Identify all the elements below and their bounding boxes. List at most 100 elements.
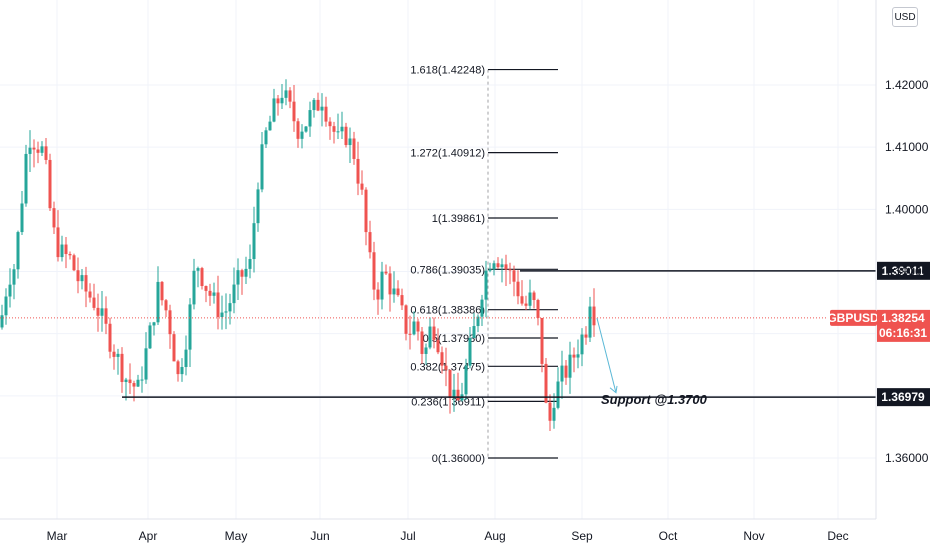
candle (332, 121, 336, 144)
level-price-label: 1.39011 (882, 264, 925, 278)
candle (296, 118, 300, 148)
candle (316, 92, 320, 112)
projection-arrow-line[interactable] (596, 318, 617, 393)
candle-body (148, 325, 152, 349)
candle-body (456, 389, 460, 401)
candle (420, 326, 424, 364)
candle (116, 348, 120, 375)
candle-body (316, 99, 320, 111)
candle-body (212, 292, 216, 296)
fibonacci-extension[interactable]: 1.618(1.42248) 1.272(1.40912) 1(1.39861) 0.… (410, 65, 558, 465)
candle (452, 373, 456, 412)
candle-body (52, 208, 56, 228)
candle (384, 264, 388, 276)
candle (144, 332, 148, 384)
candle (308, 101, 312, 137)
candle-body (376, 289, 380, 300)
candle-body (0, 315, 4, 328)
candle-body (404, 305, 408, 334)
candle (96, 293, 100, 332)
candle (348, 127, 352, 164)
candle (412, 311, 416, 336)
candle (424, 343, 428, 365)
candle (220, 295, 224, 330)
candle-body (500, 264, 504, 268)
candle-body (32, 147, 36, 150)
candle-body (576, 354, 580, 358)
candle (168, 304, 172, 349)
candle-body (548, 402, 552, 421)
candle (160, 280, 164, 306)
candle (52, 201, 56, 234)
fib-level-label: 0.5(1.37930) (423, 333, 485, 345)
candle-body (416, 321, 420, 332)
candle-body (464, 365, 468, 395)
candle (40, 141, 44, 157)
candle (44, 138, 48, 165)
candle-body (68, 254, 72, 256)
x-tick-label: Aug (484, 529, 505, 543)
annotations[interactable]: Support @1.3700 (596, 318, 708, 407)
candle (80, 269, 84, 290)
candle (396, 280, 400, 297)
candle-body (192, 270, 196, 305)
fib-level-label: 0.786(1.39035) (410, 264, 485, 276)
candle-body (224, 311, 228, 313)
candle-body (24, 153, 28, 204)
candle (312, 97, 316, 118)
candle-body (408, 333, 412, 335)
x-tick-label: Jul (400, 529, 415, 543)
candle (188, 298, 192, 367)
candle-body (496, 263, 500, 268)
candle-body (428, 326, 432, 348)
candle-body (384, 271, 388, 274)
candle (268, 115, 272, 131)
candle-body (16, 232, 20, 270)
candle-body (216, 292, 220, 317)
candle-body (84, 275, 88, 292)
candle (388, 266, 392, 312)
candle-body (352, 138, 356, 159)
candle (48, 153, 52, 212)
candle-body (144, 348, 148, 380)
candle (108, 317, 112, 359)
candle (20, 190, 24, 236)
candle-body (372, 252, 376, 290)
candle-body (56, 227, 60, 258)
candle-body (8, 284, 12, 297)
candle-body (536, 300, 540, 318)
candle-body (324, 106, 328, 122)
fib-level-label: 0.236(1.36911) (411, 396, 485, 408)
candle (184, 335, 188, 376)
candle (212, 282, 216, 304)
candle (192, 258, 196, 310)
candle (216, 275, 220, 330)
candle-body (400, 295, 404, 306)
fib-level-label: 0(1.36000) (432, 453, 485, 465)
last-price-label: 1.38254 (881, 311, 925, 325)
candle-body (340, 126, 344, 132)
candle-body (392, 288, 396, 295)
candle-body (20, 203, 24, 233)
candles (0, 79, 596, 432)
support-annotation[interactable]: Support @1.3700 (601, 392, 708, 407)
candle (548, 394, 552, 432)
horizontal-levels[interactable]: 1.39011 1.36979 (0, 261, 930, 407)
candle (56, 210, 60, 262)
candle (100, 291, 104, 332)
candle-body (280, 97, 284, 104)
currency-badge[interactable]: USD (892, 7, 918, 27)
candle (232, 267, 236, 314)
candle (148, 322, 152, 350)
candle (16, 230, 20, 279)
candle-body (104, 308, 108, 324)
candle-body (172, 334, 176, 362)
candle (380, 261, 384, 310)
candle (592, 288, 596, 337)
candle (580, 328, 584, 367)
candle-body (328, 121, 332, 127)
candle-body (432, 326, 436, 340)
y-tick-label: 1.39000 (885, 265, 929, 279)
